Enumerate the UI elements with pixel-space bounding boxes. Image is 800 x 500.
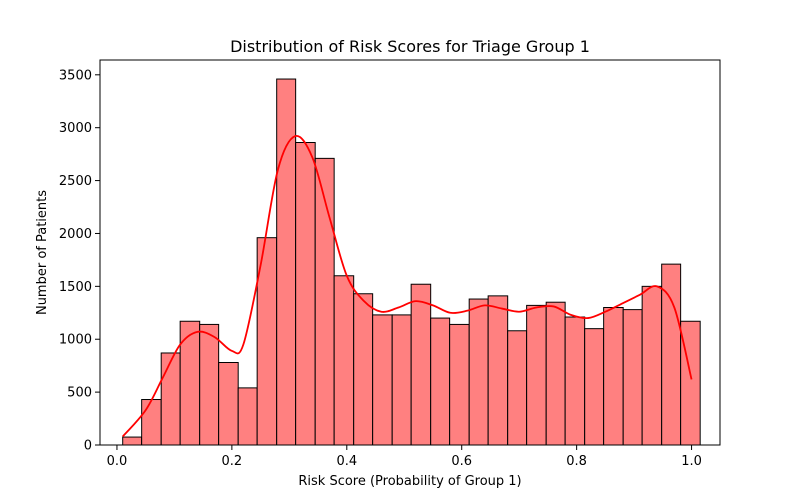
plot-frame xyxy=(99,59,721,446)
x-tick-label: 0.6 xyxy=(451,454,472,469)
histogram-bar xyxy=(430,317,451,446)
histogram-bar xyxy=(353,293,374,446)
x-tick-label: 0.2 xyxy=(222,454,243,469)
histogram-bar xyxy=(160,352,181,446)
histogram-bar xyxy=(526,304,547,446)
histogram-bar xyxy=(641,285,663,446)
x-tick-label: 0.0 xyxy=(107,454,128,469)
y-tick-label: 3500 xyxy=(59,68,92,83)
x-axis-ticks: 0.0 0.2 0.4 0.6 0.8 1.0 xyxy=(107,445,702,469)
x-tick-label: 0.8 xyxy=(566,454,587,469)
histogram-bar xyxy=(333,275,355,446)
histogram-bar xyxy=(545,301,566,446)
y-tick-label: 2500 xyxy=(59,174,92,189)
x-tick-label: 0.4 xyxy=(336,454,357,469)
x-tick-label: 1.0 xyxy=(681,454,702,469)
y-axis-ticks: 0 500 1000 1500 2000 2500 3000 3500 xyxy=(59,68,100,454)
histogram-bar xyxy=(237,387,258,446)
histogram-bar xyxy=(564,316,586,446)
histogram-bar xyxy=(603,307,624,446)
kde-line xyxy=(122,135,693,438)
bars-group xyxy=(122,78,701,446)
y-tick-label: 3000 xyxy=(59,121,92,136)
histogram-bar xyxy=(218,362,239,446)
histogram-bar xyxy=(410,283,432,446)
y-axis-label: Number of Patients xyxy=(35,190,50,315)
histogram-bar xyxy=(141,399,162,446)
y-tick-label: 0 xyxy=(84,439,92,454)
y-tick-label: 500 xyxy=(67,386,92,401)
histogram-bar xyxy=(487,295,509,446)
histogram-bar xyxy=(507,330,528,446)
histogram-bar xyxy=(468,298,489,446)
histogram-bar xyxy=(276,78,297,446)
x-axis-label: Risk Score (Probability of Group 1) xyxy=(298,474,521,489)
histogram-bar xyxy=(122,436,143,446)
chart-title: Distribution of Risk Scores for Triage G… xyxy=(230,37,590,56)
histogram-bar xyxy=(449,323,470,446)
y-tick-label: 2000 xyxy=(59,227,92,242)
histogram-bar xyxy=(295,142,316,446)
histogram-bar xyxy=(391,314,412,446)
histogram-bar xyxy=(199,323,220,446)
y-tick-label: 1500 xyxy=(59,280,92,295)
y-tick-label: 1000 xyxy=(59,333,92,348)
histogram-bar xyxy=(584,328,605,446)
histogram-bar xyxy=(372,314,393,446)
histogram-bar xyxy=(622,309,643,446)
